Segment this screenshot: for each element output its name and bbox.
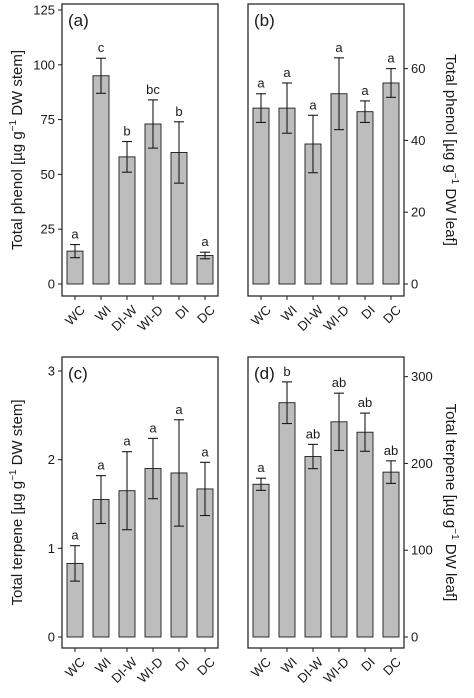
y-axis-label: Total terpene [µg g−1 DW stem]	[8, 400, 26, 606]
x-tick-label: DC	[194, 302, 218, 326]
y-tick-label: 0	[48, 277, 55, 292]
significance-letter: a	[361, 83, 369, 98]
panel-a: (a) 0 25 50 75 100 125 Total phenol [µg g−1 DW …	[8, 3, 219, 334]
significance-letter: a	[283, 65, 291, 80]
significance-letter: bc	[146, 82, 160, 97]
bar-WI	[278, 107, 296, 285]
x-tick-label: DI-W	[294, 654, 326, 686]
bar-DI	[356, 111, 374, 285]
x-tick-label: DI-W	[108, 302, 140, 334]
significance-letter: a	[201, 444, 209, 459]
y-tick-label: 125	[33, 3, 55, 18]
y-tick-label: 3	[48, 364, 55, 379]
panel-label: (c)	[68, 364, 88, 383]
x-tick-label: DC	[380, 654, 404, 678]
significance-letter: a	[71, 227, 79, 242]
significance-letter: b	[283, 364, 290, 379]
significance-letter: ab	[332, 375, 346, 390]
significance-letter: a	[97, 458, 105, 473]
y-tick-label: 2	[48, 452, 55, 467]
y-axis-label: Total phenol [µg g−1 DW stem]	[8, 50, 26, 250]
panel-frame	[247, 3, 405, 297]
y-tick-label: 60	[411, 61, 425, 76]
x-tick-label: WI-D	[320, 654, 352, 686]
y-tick-label: 1	[48, 541, 55, 556]
y-axis-label: Total phenol [µg g−1 DW leaf]	[442, 54, 460, 246]
x-tick-label: DC	[194, 654, 218, 678]
x-tick-label: WI-D	[134, 654, 166, 686]
panel-b: (b) 0 20 40 60 Total phenol [µg g−1 DW leaf] a…	[247, 3, 460, 334]
bar-DC	[382, 471, 400, 638]
significance-letter: a	[175, 402, 183, 417]
y-tick-label: 50	[41, 167, 55, 182]
significance-letter: a	[387, 51, 395, 66]
panel-frame	[61, 356, 219, 649]
bar-WI-D	[330, 421, 348, 638]
significance-letter: a	[201, 234, 209, 249]
y-tick-label: 0	[411, 277, 418, 292]
bar-DC	[196, 255, 214, 285]
bar-DI	[356, 431, 374, 638]
significance-letter: a	[257, 460, 265, 475]
x-tick-label: WC	[62, 302, 88, 328]
y-tick-label: 100	[33, 57, 55, 72]
panel-label: (a)	[68, 11, 89, 30]
x-tick-label: DI	[358, 654, 378, 674]
panel-d: (d) 0 100 200 300 Total terpene [µg g−1 DW le…	[247, 356, 460, 686]
panel-c: (c) 0 1 2 3 Total terpene [µg g−1 DW stem] a WC…	[8, 356, 219, 686]
significance-letter: b	[123, 124, 130, 139]
x-tick-label: DI	[172, 654, 192, 674]
bar-WC	[252, 483, 270, 638]
bar-DI-W	[118, 156, 136, 285]
panel-label: (d)	[254, 364, 275, 383]
significance-letter: a	[335, 40, 343, 55]
x-tick-label: WC	[248, 654, 274, 680]
bar-DC	[382, 82, 400, 285]
panel-frame	[61, 3, 219, 297]
x-tick-label: DI-W	[108, 654, 140, 686]
bar-DI-W	[304, 456, 322, 638]
significance-letter: c	[98, 40, 105, 55]
x-tick-label: WI-D	[320, 302, 352, 334]
significance-letter: a	[257, 76, 265, 91]
y-tick-label: 300	[411, 369, 433, 384]
bar-WI	[278, 402, 296, 638]
bar-WI	[92, 75, 110, 285]
significance-letter: a	[71, 528, 79, 543]
significance-letter: a	[149, 420, 157, 435]
x-tick-label: DC	[380, 302, 404, 326]
significance-letter: a	[123, 434, 131, 449]
panel-frame	[247, 356, 405, 649]
significance-letter: ab	[358, 395, 372, 410]
x-tick-label: WI-D	[134, 302, 166, 334]
y-tick-label: 200	[411, 456, 433, 471]
x-tick-label: DI	[358, 302, 378, 322]
x-tick-label: DI	[172, 302, 192, 322]
x-tick-label: DI-W	[294, 302, 326, 334]
panel-label: (b)	[254, 11, 275, 30]
significance-letter: a	[309, 97, 317, 112]
y-tick-label: 40	[411, 133, 425, 148]
y-tick-label: 75	[41, 112, 55, 127]
y-tick-label: 0	[48, 630, 55, 645]
significance-letter: b	[175, 104, 182, 119]
y-tick-label: 20	[411, 205, 425, 220]
y-axis-label: Total terpene [µg g−1 DW leaf]	[442, 404, 460, 602]
y-tick-label: 100	[411, 543, 433, 558]
y-tick-label: 0	[411, 630, 418, 645]
significance-letter: ab	[306, 426, 320, 441]
x-tick-label: WC	[62, 654, 88, 680]
significance-letter: ab	[384, 443, 398, 458]
x-tick-label: WC	[248, 302, 274, 328]
y-tick-label: 25	[41, 222, 55, 237]
bar-WC	[252, 107, 270, 285]
